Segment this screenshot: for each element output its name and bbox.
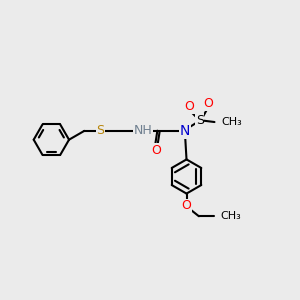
Text: NH: NH [134, 124, 153, 137]
Text: O: O [204, 97, 214, 110]
Text: S: S [97, 124, 104, 137]
Text: O: O [182, 200, 191, 212]
Text: CH₃: CH₃ [221, 117, 242, 127]
Text: CH₃: CH₃ [220, 211, 241, 221]
Text: S: S [196, 114, 204, 127]
Text: O: O [151, 143, 161, 157]
Text: N: N [180, 124, 190, 138]
Text: O: O [184, 100, 194, 113]
